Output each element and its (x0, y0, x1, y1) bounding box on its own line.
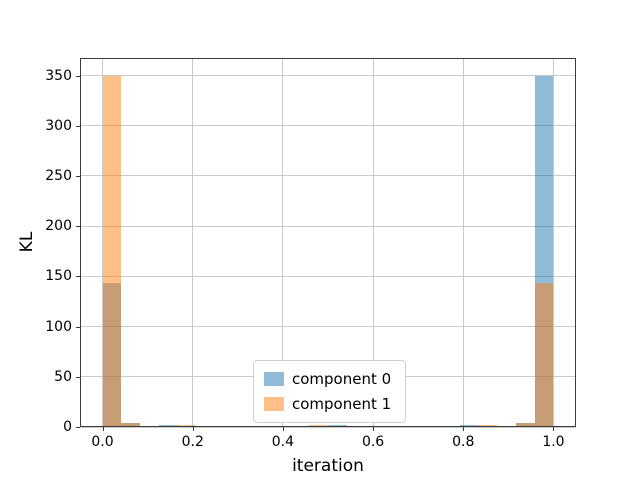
y-tick-mark (76, 125, 80, 127)
y-tick-mark (76, 326, 80, 328)
x-tick-label: 0.2 (181, 434, 204, 450)
histogram-bar-component-1 (252, 425, 272, 427)
histogram-bar-component-0 (384, 425, 404, 427)
y-tick-label: 250 (45, 167, 72, 184)
y-tick-mark (76, 226, 80, 228)
histogram-bar-component-0 (140, 425, 159, 427)
y-tick-label: 100 (45, 318, 72, 335)
grid-line-horizontal (80, 125, 576, 127)
x-tick-mark (553, 427, 555, 431)
y-tick-mark (76, 175, 80, 177)
legend-label-component-1: component 1 (292, 395, 392, 413)
y-tick-label: 0 (63, 419, 72, 435)
legend-item-component-0: component 0 (264, 370, 395, 388)
y-tick-mark (76, 427, 80, 428)
grid-line-vertical (462, 58, 464, 427)
legend-swatch-component-0-icon (264, 372, 284, 386)
histogram-bar-component-1 (234, 425, 253, 427)
y-tick-mark (76, 376, 80, 378)
x-tick-label: 0.6 (361, 434, 385, 450)
legend-swatch-component-1-icon (264, 397, 284, 411)
x-tick-label: 0.8 (452, 434, 475, 450)
y-axis-label: KL (17, 231, 37, 253)
histogram-bar-component-1 (478, 425, 498, 427)
grid-line-vertical (372, 58, 374, 427)
y-tick-label: 50 (54, 368, 72, 385)
histogram-bar-component-1 (403, 425, 422, 427)
histogram-bar-component-1 (515, 422, 535, 427)
x-tick-mark (192, 427, 194, 431)
legend-label-component-0: component 0 (292, 370, 392, 388)
x-tick-mark (373, 427, 375, 431)
y-tick-label: 200 (45, 218, 72, 235)
x-tick-label: 0.0 (91, 434, 114, 450)
grid-line-vertical (282, 58, 284, 427)
x-axis-label: iteration (292, 456, 364, 476)
x-tick-label: 1.0 (542, 434, 565, 450)
grid-line-horizontal (80, 326, 576, 328)
grid-line-horizontal (80, 75, 576, 77)
histogram-bar-component-1 (309, 424, 328, 427)
x-tick-mark (282, 427, 284, 431)
histogram-bar-component-1 (121, 422, 141, 427)
y-tick-label: 300 (45, 117, 72, 134)
histogram-bar-component-1 (102, 75, 122, 427)
grid-line-horizontal (80, 426, 576, 428)
grid-line-horizontal (80, 275, 576, 277)
y-tick-label: 350 (45, 67, 72, 84)
histogram-bar-component-0 (328, 424, 347, 427)
legend: component 0 component 1 (253, 360, 406, 423)
legend-item-component-1: component 1 (264, 395, 395, 413)
y-tick-mark (76, 75, 80, 77)
grid-line-horizontal (80, 225, 576, 227)
grid-line-vertical (552, 58, 554, 427)
x-tick-mark (102, 427, 104, 431)
histogram-bar-component-0 (158, 424, 178, 427)
grid-line-vertical (192, 58, 194, 427)
x-tick-mark (463, 427, 465, 431)
histogram-bar-component-1 (177, 424, 197, 427)
histogram-bar-component-1 (534, 283, 554, 427)
y-tick-label: 150 (45, 268, 72, 285)
y-tick-mark (76, 276, 80, 278)
grid-line-horizontal (80, 175, 576, 177)
x-tick-label: 0.4 (271, 434, 295, 450)
histogram-bar-component-1 (497, 425, 516, 427)
